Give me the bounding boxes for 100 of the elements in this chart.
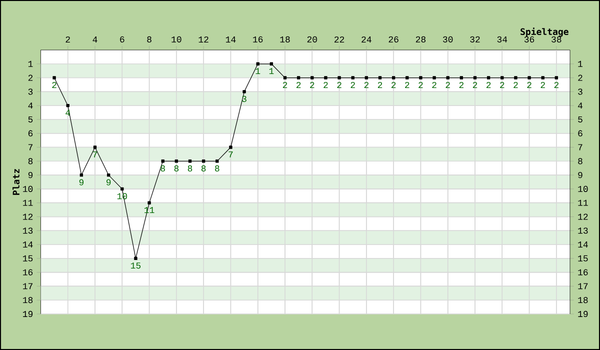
point bbox=[256, 62, 260, 66]
point bbox=[460, 76, 464, 80]
y-tick-label: 5 bbox=[28, 116, 33, 122]
data-label: 2 bbox=[405, 82, 410, 88]
point bbox=[514, 76, 518, 80]
y-tick-label: 15 bbox=[23, 255, 33, 262]
point bbox=[120, 187, 124, 191]
x-tick-label: 38 bbox=[552, 36, 562, 42]
x-tick-label: 36 bbox=[524, 36, 534, 42]
x-tick-label: 18 bbox=[280, 36, 290, 42]
x-tick-label: 30 bbox=[443, 36, 453, 42]
point bbox=[554, 76, 558, 80]
y-tick-label: 8 bbox=[28, 158, 33, 164]
data-label: 8 bbox=[174, 165, 179, 172]
y2-tick-label: 3 bbox=[578, 88, 582, 95]
y-tick-label: 9 bbox=[28, 172, 33, 178]
point bbox=[351, 76, 354, 80]
point bbox=[310, 76, 314, 80]
data-label: 2 bbox=[554, 82, 558, 88]
point bbox=[148, 201, 151, 204]
data-label: 2 bbox=[459, 82, 464, 88]
point bbox=[229, 146, 232, 149]
y-tick-label: 2 bbox=[28, 74, 33, 81]
y2-tick-label: 13 bbox=[578, 228, 588, 234]
y2-tick-label: 18 bbox=[578, 297, 588, 304]
point bbox=[202, 160, 206, 163]
data-label: 2 bbox=[514, 82, 518, 88]
x-tick-label: 12 bbox=[198, 36, 208, 42]
data-label: 9 bbox=[79, 179, 84, 186]
data-label: 2 bbox=[52, 82, 56, 88]
data-label: 2 bbox=[296, 82, 301, 88]
point bbox=[296, 76, 300, 80]
x-tick-label: 32 bbox=[470, 36, 480, 42]
x-tick-label: 8 bbox=[147, 36, 152, 42]
data-label: 2 bbox=[324, 82, 328, 88]
data-label: 2 bbox=[337, 82, 342, 88]
data-label: 7 bbox=[228, 151, 233, 158]
data-label: 2 bbox=[527, 82, 532, 88]
point bbox=[500, 76, 504, 80]
y-tick-label: 7 bbox=[28, 144, 32, 150]
point bbox=[80, 173, 84, 177]
data-label: 2 bbox=[540, 82, 545, 88]
x-tick-label: 10 bbox=[172, 36, 182, 42]
data-label: 2 bbox=[350, 82, 355, 88]
point bbox=[52, 76, 56, 80]
y2-tick-label: 10 bbox=[578, 186, 588, 192]
y-tick-label: 11 bbox=[23, 200, 33, 206]
point bbox=[270, 62, 274, 66]
x-tick-label: 34 bbox=[497, 36, 508, 42]
point bbox=[216, 160, 219, 163]
data-label: 9 bbox=[106, 179, 111, 186]
point bbox=[446, 76, 450, 80]
data-label: 2 bbox=[486, 82, 491, 88]
y2-tick-label: 17 bbox=[578, 283, 588, 290]
data-label: 2 bbox=[446, 82, 450, 88]
data-label: 8 bbox=[160, 165, 165, 172]
y-tick-label: 4 bbox=[28, 102, 33, 109]
y2-tick-label: 6 bbox=[578, 130, 582, 136]
point bbox=[134, 256, 138, 260]
point bbox=[188, 160, 192, 163]
point bbox=[283, 76, 287, 80]
point bbox=[174, 160, 178, 163]
x-tick-label: 2 bbox=[66, 36, 70, 42]
y2-tick-label: 2 bbox=[578, 74, 582, 81]
data-label: 8 bbox=[201, 165, 206, 172]
y2-tick-label: 5 bbox=[578, 116, 582, 122]
y2-tick-label: 12 bbox=[578, 214, 588, 220]
y-axis-title: Platz bbox=[12, 169, 20, 195]
x-axis-title: Spieltage bbox=[520, 28, 568, 37]
y2-tick-label: 16 bbox=[578, 269, 588, 276]
data-label: 2 bbox=[418, 82, 423, 88]
y2-tick-label: 8 bbox=[578, 158, 582, 164]
x-tick-label: 22 bbox=[334, 36, 344, 42]
data-label: 1 bbox=[256, 68, 260, 74]
point bbox=[106, 173, 110, 177]
data-label: 2 bbox=[378, 82, 382, 88]
y-tick-label: 1 bbox=[28, 60, 33, 67]
point bbox=[378, 76, 382, 80]
point bbox=[66, 104, 70, 108]
y2-tick-label: 19 bbox=[578, 310, 588, 318]
y-tick-label: 16 bbox=[23, 269, 33, 276]
point bbox=[93, 146, 97, 149]
point bbox=[338, 76, 341, 80]
y2-tick-label: 1 bbox=[578, 60, 583, 67]
y-tick-label: 13 bbox=[23, 228, 33, 234]
y-tick-label: 12 bbox=[23, 214, 33, 220]
point bbox=[432, 76, 436, 80]
point bbox=[473, 76, 477, 80]
x-tick-label: 14 bbox=[226, 36, 236, 42]
y-tick-label: 17 bbox=[23, 283, 32, 290]
data-label: 2 bbox=[364, 82, 368, 88]
x-tick-label: 16 bbox=[253, 36, 263, 42]
data-label: 2 bbox=[310, 82, 314, 88]
data-label: 15 bbox=[130, 262, 141, 269]
x-tick-label: 6 bbox=[120, 36, 124, 42]
y2-tick-label: 11 bbox=[578, 200, 588, 206]
data-label: 7 bbox=[92, 151, 97, 158]
data-label: 8 bbox=[188, 165, 192, 172]
point bbox=[528, 76, 531, 80]
data-label: 8 bbox=[215, 165, 220, 172]
